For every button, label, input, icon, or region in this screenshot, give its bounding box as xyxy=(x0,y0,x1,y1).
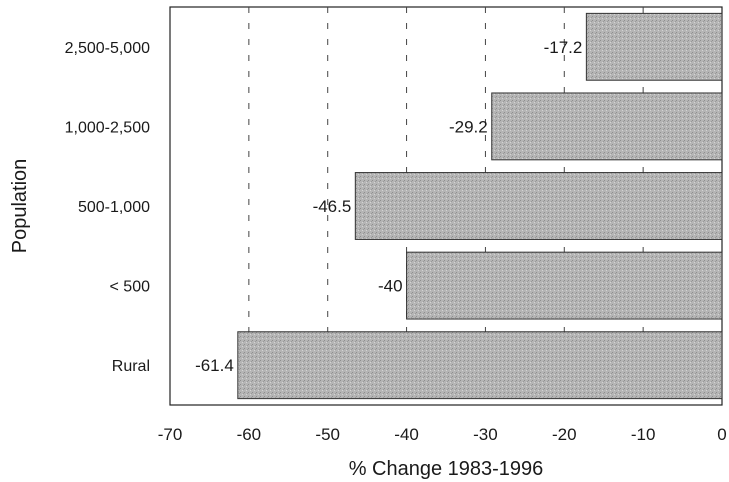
bar xyxy=(406,251,723,320)
bar xyxy=(491,92,723,161)
x-tick-label: -20 xyxy=(552,425,577,444)
bar xyxy=(585,12,723,81)
x-tick-label: -60 xyxy=(237,425,262,444)
data-label: -46.5 xyxy=(313,197,352,216)
category-label: 500-1,000 xyxy=(78,199,150,216)
x-tick-label: -40 xyxy=(394,425,419,444)
y-axis-title: Population xyxy=(9,159,31,254)
data-label: -17.2 xyxy=(544,38,583,57)
data-label: -40 xyxy=(378,277,403,296)
category-label: 2,500-5,000 xyxy=(65,40,151,57)
category-label: < 500 xyxy=(110,279,151,296)
category-label: 1,000-2,500 xyxy=(65,119,151,136)
x-axis-title: % Change 1983-1996 xyxy=(349,458,544,480)
x-tick-label: -50 xyxy=(315,425,340,444)
x-tick-label: -30 xyxy=(473,425,498,444)
data-labels: -17.2 -29.2 -46.5 -40 -61.4 xyxy=(195,38,582,375)
data-label: -29.2 xyxy=(449,117,488,136)
category-label: Rural xyxy=(112,358,150,375)
x-tick-label: -10 xyxy=(631,425,656,444)
bar xyxy=(237,331,723,400)
x-tick-labels: -70 -60 -50 -40 -30 -20 -10 0 xyxy=(158,425,727,444)
x-tick-label: 0 xyxy=(717,425,726,444)
data-label: -61.4 xyxy=(195,356,234,375)
bar xyxy=(354,172,723,240)
x-tick-label: -70 xyxy=(158,425,183,444)
category-labels: 2,500-5,000 1,000-2,500 500-1,000 < 500 Rura… xyxy=(65,40,151,375)
bars xyxy=(237,12,723,400)
